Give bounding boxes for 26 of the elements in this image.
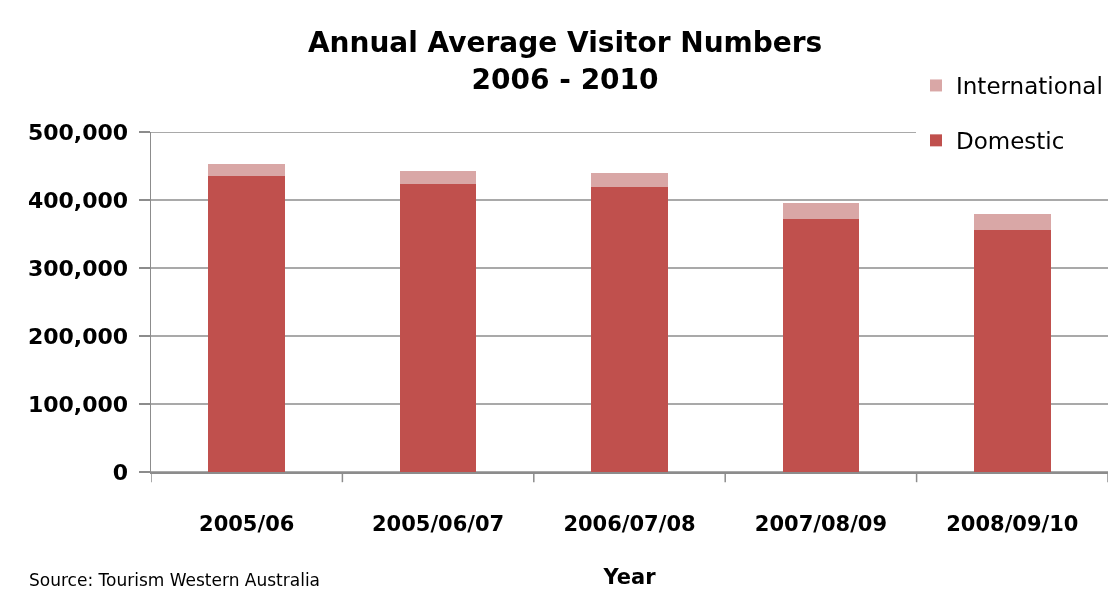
- x-tick-label: 2006/07/08: [563, 511, 696, 536]
- bar: [208, 163, 285, 176]
- x-tick-label: 2007/08/09: [754, 511, 888, 536]
- bar: [974, 229, 1051, 472]
- x-axis-title: Year: [602, 564, 657, 589]
- x-tick-label: 2008/09/10: [946, 511, 1079, 536]
- chart-title: Annual Average Visitor Numbers 2006 - 2010: [307, 26, 823, 96]
- x-tick-label: 2005/06/07: [371, 511, 505, 536]
- legend-label: Domestic: [956, 128, 1065, 155]
- bar: [591, 187, 668, 472]
- bar: [591, 173, 668, 188]
- y-tick-label: 0: [112, 459, 129, 485]
- bar: [208, 175, 285, 472]
- x-tick-label: 2005/06: [199, 511, 295, 536]
- bar: [782, 219, 860, 472]
- bar: [399, 170, 477, 185]
- bar: [782, 203, 860, 220]
- y-tick-label: 500,000: [27, 119, 129, 145]
- source-note: Source: Tourism Western Australia: [29, 570, 321, 590]
- bar: [974, 214, 1051, 230]
- y-tick-label: 400,000: [27, 187, 129, 213]
- legend-label: International: [956, 73, 1103, 100]
- y-tick-label: 300,000: [27, 255, 129, 281]
- y-tick-label: 200,000: [27, 323, 129, 349]
- bar: [399, 184, 477, 472]
- y-tick-label: 100,000: [27, 391, 129, 417]
